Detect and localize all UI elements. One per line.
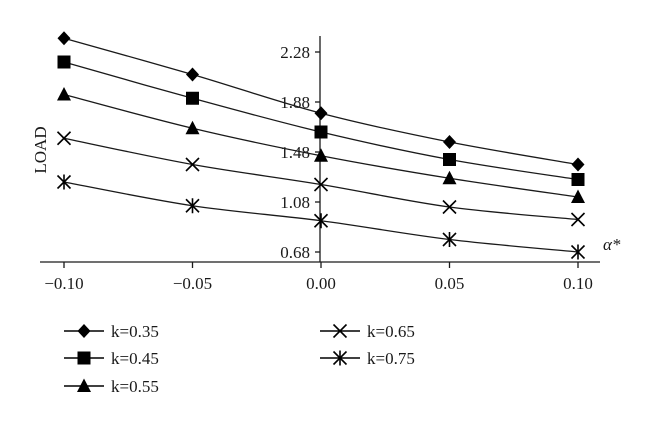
- diamond-shape: [571, 157, 585, 172]
- asterisk-marker: [313, 213, 329, 229]
- triangle-marker: [442, 170, 457, 185]
- diamond-marker: [571, 157, 585, 172]
- asterisk-marker: [332, 350, 348, 366]
- x-tick-label: 0.10: [563, 274, 593, 293]
- y-tick-label: 1.08: [280, 193, 310, 212]
- triangle-marker: [571, 189, 585, 203]
- series-layer: [56, 31, 586, 260]
- diamond-shape: [186, 67, 199, 82]
- diamond-marker: [57, 31, 71, 46]
- x-marker: [313, 177, 329, 192]
- triangle-shape: [571, 189, 585, 203]
- legend-label: k=0.75: [367, 349, 415, 368]
- asterisk-marker: [185, 198, 200, 214]
- triangle-shape: [57, 87, 71, 101]
- diamond-shape: [314, 106, 328, 121]
- series-k=0.35: [57, 31, 585, 172]
- square-shape: [77, 351, 91, 365]
- legend-item: k=0.45: [64, 349, 159, 368]
- legend-item: k=0.65: [320, 322, 415, 341]
- asterisk-marker: [56, 174, 72, 190]
- asterisk-marker: [442, 232, 457, 247]
- legend-label: k=0.65: [367, 322, 415, 341]
- square-shape: [443, 153, 456, 166]
- square-marker: [57, 55, 71, 69]
- legend: k=0.35 k=0.45 k=0.55 k=0.65 k=0.75: [64, 322, 415, 396]
- x-marker: [332, 323, 348, 339]
- x-tick-label: 0.05: [435, 274, 465, 293]
- series-k=0.65: [56, 131, 586, 227]
- square-shape: [314, 125, 328, 139]
- y-tick-label: 1.48: [280, 143, 310, 162]
- series-line: [63, 37, 579, 166]
- axes: −0.10 −0.05 0.00 0.05 0.10 0.68 1.08 1.48 1.88 2.…: [31, 36, 621, 293]
- square-marker: [186, 91, 199, 105]
- triangle-marker: [314, 148, 328, 162]
- square-marker: [443, 153, 456, 166]
- x-tick-label: −0.10: [44, 274, 83, 293]
- asterisk-marker: [570, 244, 586, 260]
- square-shape: [571, 173, 585, 186]
- legend-item: k=0.55: [64, 377, 159, 396]
- x-marker: [185, 157, 200, 172]
- diamond-shape: [77, 324, 91, 338]
- series-k=0.55: [57, 87, 585, 203]
- x-axis-label: α*: [603, 235, 621, 254]
- triangle-shape: [77, 378, 91, 392]
- diamond-marker: [77, 324, 91, 338]
- square-marker: [77, 351, 91, 365]
- y-axis-label: LOAD: [31, 126, 50, 173]
- diamond-marker: [443, 135, 456, 149]
- series-line: [63, 61, 579, 181]
- square-marker: [314, 125, 328, 139]
- diamond-marker: [186, 67, 199, 82]
- x-marker: [570, 212, 586, 227]
- legend-label: k=0.55: [111, 377, 159, 396]
- x-marker: [442, 199, 457, 215]
- legend-item: k=0.75: [320, 349, 415, 368]
- diamond-shape: [443, 135, 456, 149]
- triangle-shape: [442, 170, 457, 185]
- triangle-marker: [185, 120, 200, 135]
- x-tick-label: −0.05: [173, 274, 212, 293]
- x-marker: [56, 131, 72, 146]
- square-shape: [186, 91, 199, 105]
- x-stroke: [332, 323, 348, 339]
- triangle-shape: [185, 120, 200, 135]
- legend-label: k=0.45: [111, 349, 159, 368]
- legend-label: k=0.35: [111, 322, 159, 341]
- square-shape: [57, 55, 71, 69]
- legend-item: k=0.35: [64, 322, 159, 341]
- series-k=0.75: [56, 174, 586, 260]
- triangle-marker: [77, 378, 91, 392]
- triangle-shape: [314, 148, 328, 162]
- y-tick-label: 1.88: [280, 93, 310, 112]
- y-tick-label: 0.68: [280, 243, 310, 262]
- x-stroke: [313, 177, 329, 192]
- y-tick-label: 2.28: [280, 43, 310, 62]
- x-stroke: [56, 131, 72, 146]
- x-stroke: [570, 212, 586, 227]
- triangle-marker: [57, 87, 71, 101]
- square-marker: [571, 173, 585, 186]
- x-tick-label: 0.00: [306, 274, 336, 293]
- x-stroke: [442, 199, 457, 215]
- diamond-marker: [314, 106, 328, 121]
- series-k=0.45: [57, 55, 585, 186]
- x-stroke: [185, 157, 200, 172]
- diamond-shape: [57, 31, 71, 46]
